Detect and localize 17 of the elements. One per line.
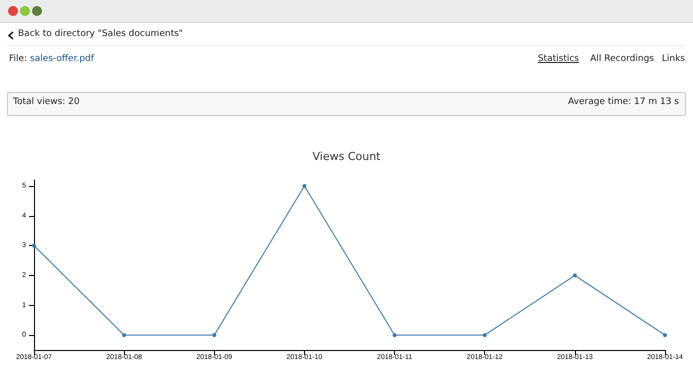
text: Back to directory "Sales documents" bbox=[18, 29, 183, 39]
point bbox=[663, 333, 667, 338]
text: File: bbox=[9, 54, 28, 64]
text: Statistics bbox=[538, 54, 579, 64]
text: Average time: 17 m 13 s bbox=[568, 97, 679, 107]
text: All Recordings bbox=[590, 54, 654, 64]
text: Total views: 20 bbox=[13, 97, 80, 107]
text: sales-offer.pdf bbox=[30, 54, 94, 64]
point bbox=[122, 333, 126, 338]
point bbox=[572, 273, 577, 278]
point bbox=[392, 333, 397, 338]
point bbox=[212, 333, 216, 338]
point bbox=[482, 333, 487, 338]
chart-title: Views Count bbox=[312, 150, 382, 163]
point bbox=[302, 184, 306, 188]
text: Links bbox=[662, 54, 685, 64]
point bbox=[32, 244, 36, 248]
